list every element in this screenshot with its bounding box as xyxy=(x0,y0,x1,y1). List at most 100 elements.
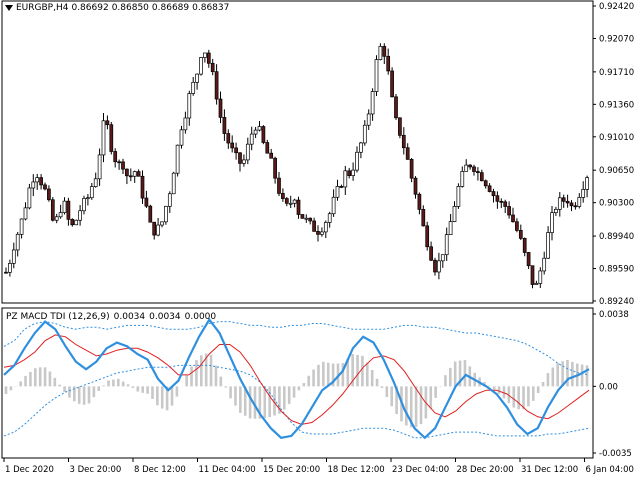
candlestick[interactable] xyxy=(355,146,359,173)
candlestick[interactable] xyxy=(581,181,586,203)
candlestick[interactable] xyxy=(183,111,188,134)
candlestick[interactable] xyxy=(140,170,145,204)
candlestick[interactable] xyxy=(343,165,348,196)
candlestick[interactable] xyxy=(394,93,398,120)
candlestick[interactable] xyxy=(191,76,196,96)
candlestick[interactable] xyxy=(382,43,387,65)
candlestick[interactable] xyxy=(19,218,24,239)
candlestick[interactable] xyxy=(171,171,176,195)
candlestick[interactable] xyxy=(304,214,309,223)
candlestick[interactable] xyxy=(245,137,250,165)
candlestick[interactable] xyxy=(144,190,149,209)
candlestick[interactable] xyxy=(43,182,47,191)
candlestick[interactable] xyxy=(495,191,500,209)
candlestick[interactable] xyxy=(370,88,375,121)
candlestick[interactable] xyxy=(316,225,320,242)
candlestick[interactable] xyxy=(195,73,199,90)
candlestick[interactable] xyxy=(366,109,371,130)
candlestick[interactable] xyxy=(585,175,589,198)
candlestick[interactable] xyxy=(210,58,215,76)
candlestick[interactable] xyxy=(206,49,211,68)
candlestick[interactable] xyxy=(487,183,492,193)
candlestick[interactable] xyxy=(284,197,289,207)
candlestick[interactable] xyxy=(4,267,8,274)
candlestick[interactable] xyxy=(8,259,12,277)
candlestick[interactable] xyxy=(54,213,59,224)
candlestick[interactable] xyxy=(152,221,157,240)
candlestick[interactable] xyxy=(269,148,274,159)
candlestick[interactable] xyxy=(390,67,394,98)
candlestick[interactable] xyxy=(320,227,324,237)
candlestick[interactable] xyxy=(179,125,184,149)
candlestick[interactable] xyxy=(105,115,110,130)
candlestick[interactable] xyxy=(222,109,227,141)
candlestick[interactable] xyxy=(136,169,141,177)
candlestick[interactable] xyxy=(35,173,40,190)
candlestick[interactable] xyxy=(561,194,566,208)
candlestick[interactable] xyxy=(331,189,336,217)
candlestick[interactable] xyxy=(164,205,168,225)
candlestick[interactable] xyxy=(437,252,441,280)
candlestick[interactable] xyxy=(47,185,51,202)
candlestick[interactable] xyxy=(132,170,137,183)
candlestick[interactable] xyxy=(66,197,71,226)
candlestick[interactable] xyxy=(148,204,153,223)
candlestick[interactable] xyxy=(50,196,55,222)
candlestick[interactable] xyxy=(557,192,562,217)
candlestick[interactable] xyxy=(58,204,63,219)
candlestick[interactable] xyxy=(335,179,340,201)
candlestick[interactable] xyxy=(327,211,332,228)
candlestick[interactable] xyxy=(253,127,258,138)
candlestick[interactable] xyxy=(300,214,305,219)
candlestick[interactable] xyxy=(534,280,539,285)
candlestick[interactable] xyxy=(89,182,94,200)
candlestick[interactable] xyxy=(323,220,328,239)
candlestick[interactable] xyxy=(569,200,574,212)
candlestick[interactable] xyxy=(23,202,28,221)
candlestick[interactable] xyxy=(425,221,430,251)
candlestick[interactable] xyxy=(491,188,496,203)
candlestick[interactable] xyxy=(277,171,281,196)
candlestick[interactable] xyxy=(281,188,285,202)
candlestick[interactable] xyxy=(522,237,527,257)
candlestick[interactable] xyxy=(117,159,121,170)
candlestick[interactable] xyxy=(167,191,172,213)
candlestick[interactable] xyxy=(187,90,192,126)
candlestick[interactable] xyxy=(218,91,223,124)
candlestick[interactable] xyxy=(347,167,352,179)
candlestick[interactable] xyxy=(401,127,406,155)
price-pane[interactable] xyxy=(4,43,589,289)
candlestick[interactable] xyxy=(70,218,75,227)
candlestick[interactable] xyxy=(265,139,270,154)
candlestick[interactable] xyxy=(413,176,418,199)
candlestick[interactable] xyxy=(542,251,547,275)
candlestick[interactable] xyxy=(554,206,558,216)
candlestick[interactable] xyxy=(312,217,316,232)
candlestick[interactable] xyxy=(27,183,32,210)
candlestick[interactable] xyxy=(97,148,102,186)
candlestick[interactable] xyxy=(308,217,313,225)
candlestick[interactable] xyxy=(433,257,437,276)
candlestick[interactable] xyxy=(386,48,391,75)
candlestick[interactable] xyxy=(296,196,301,219)
candlestick[interactable] xyxy=(483,179,488,189)
candlestick[interactable] xyxy=(86,194,90,206)
candlestick[interactable] xyxy=(507,201,511,219)
candlestick[interactable] xyxy=(421,205,426,227)
candlestick[interactable] xyxy=(479,169,484,182)
candlestick[interactable] xyxy=(573,202,578,210)
candlestick[interactable] xyxy=(518,224,523,241)
candlestick[interactable] xyxy=(464,159,469,172)
candlestick[interactable] xyxy=(242,154,246,167)
candlestick[interactable] xyxy=(550,206,554,241)
candlestick[interactable] xyxy=(526,251,531,270)
candlestick[interactable] xyxy=(530,265,535,289)
candlestick[interactable] xyxy=(273,156,277,184)
candlestick[interactable] xyxy=(417,192,422,215)
candlestick[interactable] xyxy=(11,242,16,269)
candlestick[interactable] xyxy=(511,207,515,223)
candlestick[interactable] xyxy=(74,219,79,226)
candlestick[interactable] xyxy=(261,125,266,145)
